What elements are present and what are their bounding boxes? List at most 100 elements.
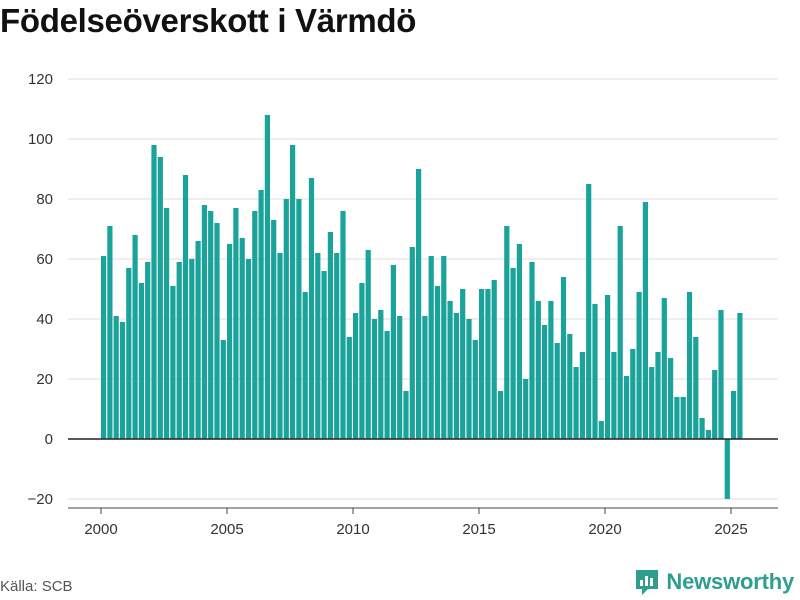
bar	[220, 340, 226, 439]
bar	[239, 238, 245, 439]
bar	[712, 370, 718, 439]
y-tick-label: 120	[28, 71, 53, 88]
bar	[623, 376, 630, 439]
bar	[491, 280, 497, 439]
bar	[157, 157, 163, 439]
bar	[586, 184, 592, 439]
bar	[674, 397, 680, 439]
bar	[548, 301, 554, 439]
bar	[510, 268, 516, 439]
x-tick-label: 2010	[336, 521, 369, 538]
bar	[479, 289, 485, 439]
bar	[132, 235, 138, 439]
bar	[296, 199, 302, 439]
bar	[334, 253, 340, 439]
x-tick-label: 2025	[714, 521, 747, 538]
bar	[384, 331, 390, 439]
bar	[485, 289, 491, 439]
bar	[523, 379, 529, 439]
bar	[277, 253, 283, 439]
axes: −20 0 20 40 60 80 100 120 2000 2005 2010 2015 2020 20…	[28, 71, 778, 538]
y-tick-label: 40	[36, 311, 53, 328]
bar	[699, 418, 705, 439]
bar	[145, 262, 151, 439]
bar	[592, 304, 598, 439]
chart-title: Födelseöverskott i Värmdö	[0, 2, 417, 39]
bars	[101, 115, 743, 499]
bar	[252, 211, 258, 439]
x-tick-label: 2015	[462, 521, 495, 538]
bar	[378, 310, 384, 439]
bar	[182, 175, 189, 439]
bar	[340, 211, 346, 439]
bar	[101, 256, 107, 439]
bar	[573, 367, 579, 439]
y-tick-label: 80	[36, 191, 53, 208]
source-label: Källa: SCB	[0, 578, 73, 595]
x-tick-label: 2000	[84, 521, 117, 538]
bar	[113, 316, 119, 439]
bar	[718, 310, 724, 439]
bar	[107, 226, 113, 439]
bar	[365, 250, 371, 439]
bar	[680, 397, 686, 439]
bar	[151, 145, 157, 439]
bar	[655, 352, 661, 439]
bar	[264, 115, 270, 439]
bar	[453, 313, 459, 439]
bar	[138, 283, 144, 439]
bar	[731, 391, 737, 439]
y-tick-label: 20	[36, 371, 53, 388]
bar	[441, 256, 447, 439]
bar	[195, 241, 201, 439]
bar	[447, 301, 453, 439]
bar	[428, 256, 434, 439]
bar	[567, 334, 573, 439]
bar	[321, 271, 327, 439]
bar	[636, 292, 642, 439]
y-tick-label: −20	[28, 491, 53, 508]
bar	[554, 343, 560, 439]
bar	[560, 277, 567, 439]
bar	[403, 391, 409, 439]
bar	[661, 298, 667, 439]
bar	[214, 223, 220, 439]
bar	[227, 244, 233, 439]
bar	[422, 316, 428, 439]
bar	[504, 226, 510, 439]
bar	[208, 211, 214, 439]
bar	[390, 265, 396, 439]
bar	[189, 259, 195, 439]
bar	[617, 226, 623, 439]
bar	[416, 169, 422, 439]
bar	[245, 259, 252, 439]
bar	[466, 319, 472, 439]
x-tick-label: 2005	[210, 521, 243, 538]
bar	[737, 313, 743, 439]
bar	[668, 358, 674, 439]
bar	[371, 319, 378, 439]
bar	[705, 430, 711, 439]
bar	[176, 262, 182, 439]
bar	[516, 244, 522, 439]
bar	[724, 439, 730, 499]
y-tick-label: 0	[45, 431, 53, 448]
bar	[434, 286, 441, 439]
bar	[529, 262, 535, 439]
bar	[397, 316, 403, 439]
bar	[164, 208, 170, 439]
bar	[649, 367, 655, 439]
bar	[283, 199, 289, 439]
bar	[359, 283, 365, 439]
bar	[353, 313, 359, 439]
bar	[201, 205, 207, 439]
brand-logo-group: Newsworthy	[634, 568, 794, 596]
bar	[598, 421, 604, 439]
bar	[605, 295, 611, 439]
bar	[579, 352, 585, 439]
newsworthy-logo-icon	[636, 570, 659, 595]
bar	[302, 292, 308, 439]
bar	[233, 208, 239, 439]
bar	[693, 337, 699, 439]
